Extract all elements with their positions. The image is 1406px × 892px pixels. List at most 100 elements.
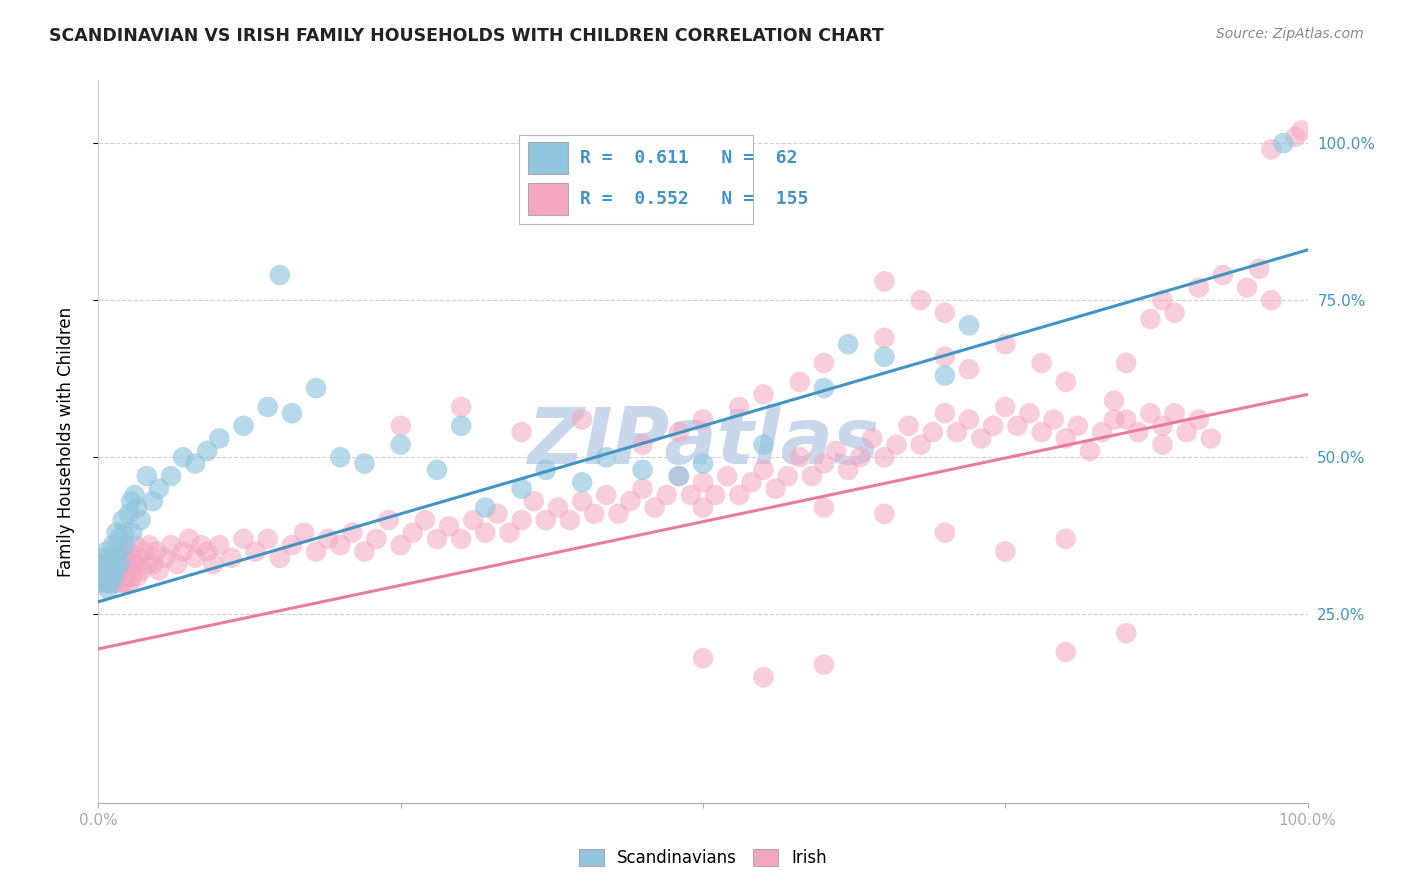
Point [118,575,141,590]
Point [208,431,231,445]
Point [1163,306,1185,320]
Point [329,538,352,552]
Point [101,538,124,552]
Point [800,469,823,483]
Point [631,463,654,477]
Point [208,538,231,552]
Point [668,425,690,439]
Point [108,532,131,546]
Point [957,412,980,426]
Point [190,538,212,552]
Text: R =  0.552   N =  155: R = 0.552 N = 155 [579,190,808,208]
Point [873,274,896,288]
Point [1188,280,1211,294]
Point [389,438,412,452]
Point [571,412,593,426]
Point [752,387,775,401]
Point [269,550,291,565]
Point [353,457,375,471]
Point [105,550,128,565]
Point [1102,412,1125,426]
Point [740,475,762,490]
Point [534,513,557,527]
Point [160,469,183,483]
Point [98,569,121,583]
Point [825,444,848,458]
Point [583,507,606,521]
Point [607,507,630,521]
Point [105,525,128,540]
Point [1054,645,1077,659]
Point [184,550,207,565]
Point [91,563,114,577]
Point [402,525,425,540]
Point [103,569,125,583]
Point [994,544,1017,558]
Point [1163,406,1185,420]
Point [692,651,714,665]
Point [595,450,617,465]
Point [104,575,127,590]
Point [704,488,727,502]
Point [1031,356,1053,370]
Point [486,507,509,521]
Point [994,337,1017,351]
Point [342,525,364,540]
Point [148,563,170,577]
Point [813,381,835,395]
Point [1139,406,1161,420]
Point [1128,425,1150,439]
Point [135,469,157,483]
Point [103,557,125,571]
Point [571,475,593,490]
Point [523,494,546,508]
Point [1115,412,1137,426]
Point [131,563,153,577]
Point [138,538,160,552]
Point [112,525,135,540]
Text: SCANDINAVIAN VS IRISH FAMILY HOUSEHOLDS WITH CHILDREN CORRELATION CHART: SCANDINAVIAN VS IRISH FAMILY HOUSEHOLDS … [49,27,884,45]
Point [93,575,115,590]
Point [1031,425,1053,439]
Point [104,557,127,571]
Point [558,513,581,527]
Point [970,431,993,445]
Point [127,500,149,515]
Point [96,575,118,590]
Point [120,494,142,508]
Point [195,544,218,558]
Point [668,469,690,483]
Point [94,569,117,583]
Point [117,557,139,571]
Point [184,457,207,471]
Point [849,450,872,465]
Point [1091,425,1114,439]
Point [1152,438,1174,452]
Point [96,557,118,571]
Point [571,494,593,508]
Point [112,575,135,590]
Point [837,337,859,351]
Point [97,569,120,583]
Point [107,544,129,558]
Point [910,438,932,452]
Point [1291,123,1313,137]
Point [426,463,449,477]
Point [142,557,165,571]
Point [1054,532,1077,546]
Point [1018,406,1040,420]
Point [100,569,122,583]
Point [1007,418,1029,433]
Point [91,575,114,590]
Point [172,450,194,465]
Point [97,557,120,571]
Point [366,532,388,546]
Point [619,494,641,508]
Point [765,482,787,496]
Point [202,557,225,571]
FancyBboxPatch shape [529,183,568,215]
Point [994,400,1017,414]
Point [474,525,496,540]
Point [100,557,122,571]
Point [1284,129,1306,144]
